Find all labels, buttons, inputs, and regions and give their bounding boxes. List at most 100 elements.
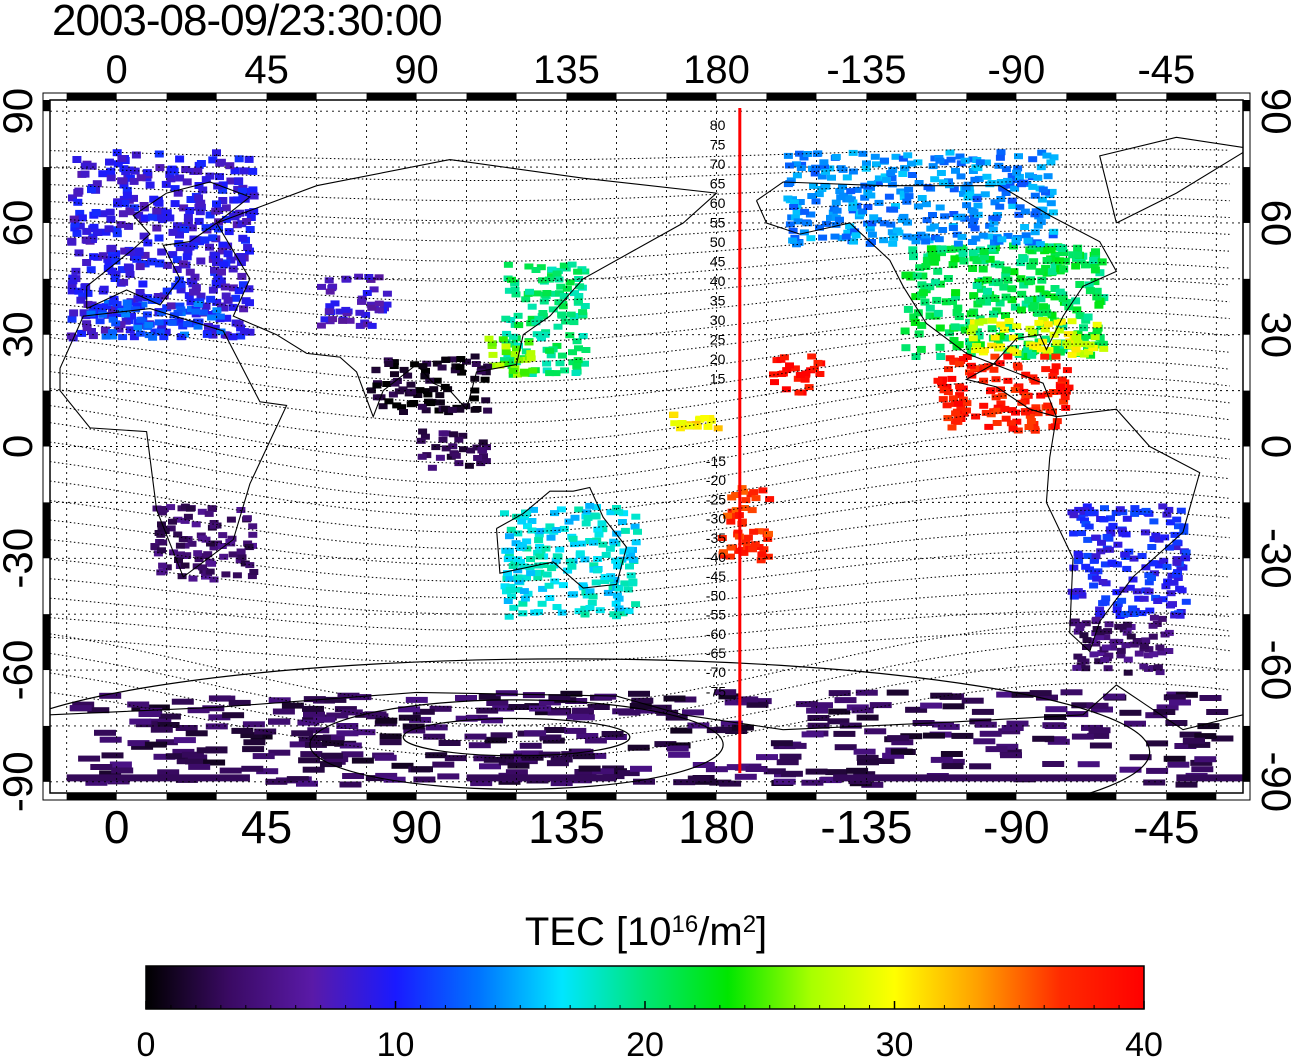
tec-cell xyxy=(901,271,911,279)
tec-cell xyxy=(1164,648,1174,654)
tec-cell xyxy=(542,360,552,367)
tec-cell xyxy=(1084,348,1093,355)
tec-cell xyxy=(557,311,567,318)
frame-tick-bar xyxy=(566,93,617,100)
tec-cell xyxy=(811,702,833,709)
tec-cell xyxy=(223,296,233,304)
tec-cell xyxy=(1033,222,1043,229)
tec-cell xyxy=(1143,779,1166,786)
tec-cell xyxy=(138,301,148,308)
tec-cell xyxy=(234,177,244,185)
tec-cell xyxy=(116,221,126,229)
tec-cell xyxy=(1003,232,1013,239)
tec-cell xyxy=(587,599,597,606)
tec-cell xyxy=(1153,664,1163,671)
tec-cell xyxy=(591,579,601,586)
tec-cell xyxy=(219,767,242,774)
tec-cell xyxy=(799,229,809,236)
tec-cell xyxy=(1080,517,1089,524)
lon-tick-label-bottom: 90 xyxy=(391,801,442,853)
tec-cell xyxy=(992,420,1002,426)
tec-cell xyxy=(1007,172,1017,179)
tec-cell xyxy=(570,514,580,521)
tec-cell xyxy=(157,309,167,316)
tec-cell xyxy=(828,690,851,697)
tec-cell xyxy=(236,332,246,340)
tec-cell xyxy=(505,533,514,540)
tec-cell xyxy=(1183,737,1205,744)
tec-cell xyxy=(66,332,76,340)
tec-cell xyxy=(111,767,134,774)
tec-cell xyxy=(801,731,824,738)
tec-cell xyxy=(583,514,593,521)
tec-cell xyxy=(831,199,841,206)
tec-cell xyxy=(1045,409,1055,416)
tec-cell xyxy=(935,157,945,164)
tec-cell xyxy=(75,209,85,217)
tec-cell xyxy=(1162,511,1172,518)
tec-cell xyxy=(921,233,930,240)
tec-cell xyxy=(1081,563,1091,570)
tec-cell xyxy=(932,721,954,728)
tec-cell xyxy=(418,363,428,370)
tec-cell xyxy=(971,413,981,420)
tec-cell xyxy=(819,159,829,166)
tec-cell xyxy=(1029,302,1039,310)
tec-cell xyxy=(1039,303,1048,311)
tec-cell xyxy=(625,546,635,553)
tec-cell xyxy=(1026,418,1036,424)
tec-cell xyxy=(1075,312,1085,320)
tec-cell xyxy=(913,234,923,241)
tec-cell xyxy=(785,162,794,169)
tec-cell xyxy=(180,562,190,569)
tec-cell xyxy=(286,776,309,783)
tec-cell xyxy=(1139,663,1149,670)
tec-cell xyxy=(127,701,150,708)
tec-cell xyxy=(550,756,573,763)
tec-cell xyxy=(1099,516,1109,523)
tec-cell xyxy=(617,519,627,525)
tec-cell xyxy=(1181,598,1191,605)
tec-cell xyxy=(165,214,175,222)
tec-cell xyxy=(82,259,92,266)
tec-cell xyxy=(304,741,327,748)
tec-cell xyxy=(1176,774,1243,782)
tec-cell xyxy=(1116,652,1126,659)
tec-cell xyxy=(594,693,617,700)
tec-cell xyxy=(435,399,445,406)
magnetic-latitude-label: -15 xyxy=(706,453,726,469)
tec-cell xyxy=(792,209,802,216)
tec-cell xyxy=(398,714,421,721)
tec-cell xyxy=(979,248,989,255)
tec-cell xyxy=(1149,570,1159,577)
tec-cell xyxy=(95,318,105,325)
tec-cell xyxy=(1000,752,1022,759)
map-grid xyxy=(50,100,1243,793)
tec-cell xyxy=(74,287,84,295)
tec-cell xyxy=(954,341,964,349)
tec-cell xyxy=(191,308,201,315)
tec-cell xyxy=(961,697,984,704)
magnetic-latitude-line xyxy=(50,662,1230,743)
tec-cell xyxy=(320,316,330,323)
tec-cell xyxy=(904,186,914,193)
tec-cell xyxy=(952,231,962,238)
tec-cell xyxy=(1081,261,1090,269)
tec-cell xyxy=(947,424,957,431)
tec-cell xyxy=(571,370,581,376)
tec-cell xyxy=(617,770,640,777)
tec-cell xyxy=(498,336,508,343)
tec-cell xyxy=(1113,541,1123,548)
tec-cell xyxy=(219,261,229,269)
tec-cell xyxy=(1089,570,1099,577)
tec-cell xyxy=(131,306,141,313)
tec-cell xyxy=(140,260,150,268)
tec-cell xyxy=(1102,533,1112,540)
tec-cell xyxy=(907,172,917,178)
tec-cell xyxy=(542,571,552,578)
tec-cell xyxy=(82,324,92,332)
tec-cell xyxy=(1007,285,1017,293)
tec-cell xyxy=(763,535,773,542)
tec-cell xyxy=(1090,266,1100,274)
tec-cell xyxy=(741,497,751,504)
